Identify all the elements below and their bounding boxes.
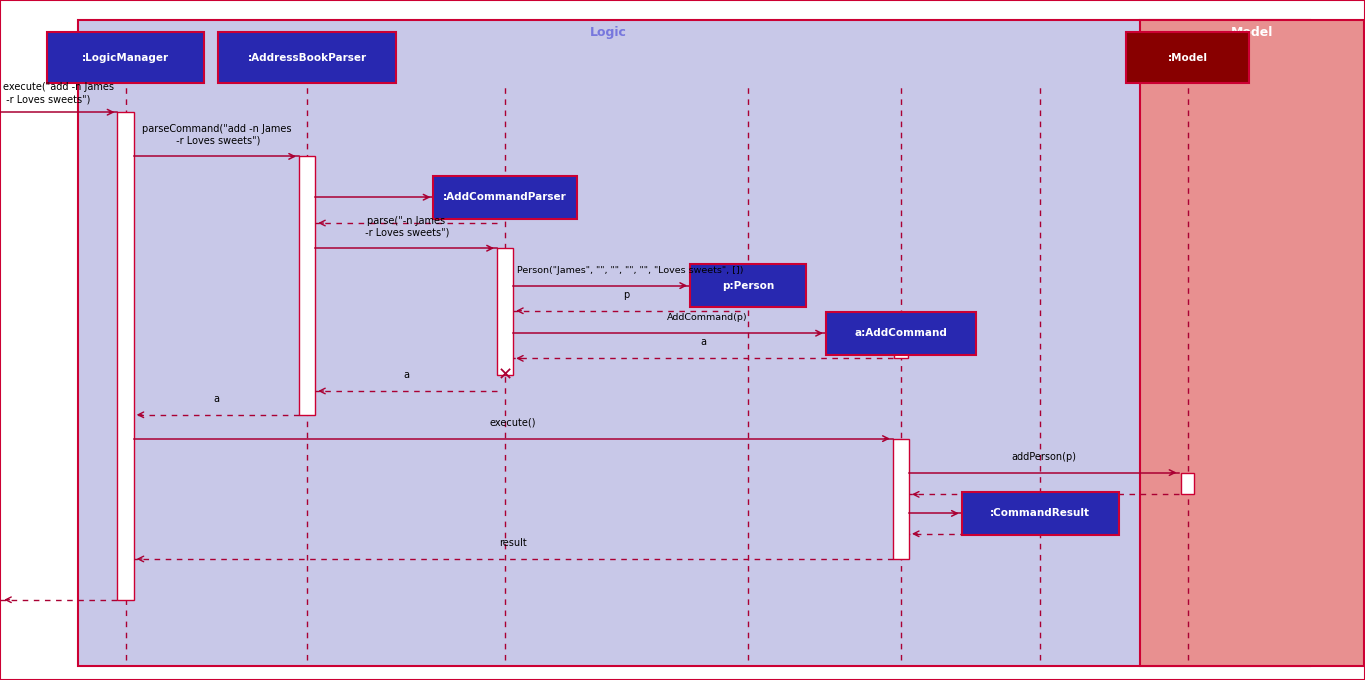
Bar [434, 175, 576, 219]
Bar [1126, 32, 1249, 83]
Bar [117, 112, 134, 600]
Bar [826, 311, 976, 355]
Bar [299, 156, 315, 415]
Bar [218, 32, 396, 83]
Text: Person("James", "", "", "", "", "Loves sweets", []): Person("James", "", "", "", "", "Loves s… [517, 266, 744, 275]
Text: a: a [700, 337, 706, 347]
Text: :LogicManager: :LogicManager [82, 53, 169, 63]
Text: execute(): execute() [490, 418, 536, 428]
Text: Logic: Logic [590, 26, 628, 39]
Text: :Model: :Model [1167, 53, 1208, 63]
Bar [1181, 473, 1194, 494]
Text: Model: Model [1230, 26, 1274, 39]
Text: AddCommand(p): AddCommand(p) [666, 313, 748, 322]
Bar [893, 439, 909, 559]
Text: :AddressBookParser: :AddressBookParser [247, 53, 367, 63]
Text: a:AddCommand: a:AddCommand [854, 328, 947, 338]
Text: parse("-n James
 -r Loves sweets"): parse("-n James -r Loves sweets") [362, 216, 450, 237]
Bar [46, 32, 205, 83]
Text: parseCommand("add -n James
 -r Loves sweets"): parseCommand("add -n James -r Loves swee… [142, 124, 291, 146]
Bar [691, 264, 805, 307]
Text: p:Person: p:Person [722, 281, 774, 290]
Text: execute("add -n James
 -r Loves sweets"): execute("add -n James -r Loves sweets") [3, 82, 113, 104]
Text: :CommandResult: :CommandResult [990, 509, 1091, 518]
Text: result: result [500, 538, 527, 548]
Text: a: a [213, 394, 220, 404]
Bar [961, 492, 1119, 535]
Bar [1140, 20, 1364, 666]
Bar [741, 286, 755, 303]
Text: ✕: ✕ [497, 367, 513, 384]
Text: p: p [624, 290, 629, 300]
Bar [1033, 513, 1047, 527]
Bar [497, 248, 513, 375]
Text: :AddCommandParser: :AddCommandParser [444, 192, 566, 202]
Text: addPerson(p): addPerson(p) [1011, 452, 1077, 462]
Text: a: a [403, 370, 409, 380]
Bar [894, 333, 908, 358]
